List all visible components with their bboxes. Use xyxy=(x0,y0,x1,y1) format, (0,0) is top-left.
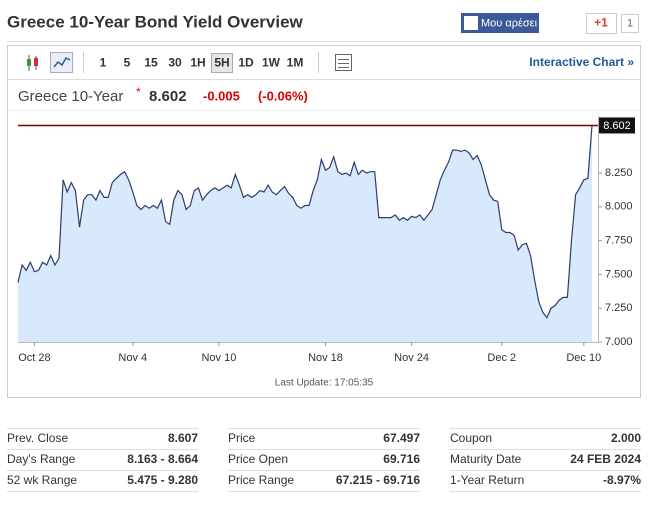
stat-value: 69.716 xyxy=(383,452,420,466)
stat-label: Day's Range xyxy=(7,452,76,466)
icon-box xyxy=(50,52,73,73)
like-label: Μου αρέσει xyxy=(481,17,538,29)
gplus-button[interactable]: +1 1 xyxy=(586,13,639,34)
quote-name: Greece 10-Year xyxy=(18,88,123,105)
candle-icon[interactable] xyxy=(27,55,38,71)
y-tick-label: 7.250 xyxy=(605,302,633,314)
icon-part xyxy=(34,58,38,66)
fb-icon xyxy=(464,16,478,30)
stat-label: Price Range xyxy=(228,473,294,487)
x-tick-label: Nov 10 xyxy=(201,352,236,364)
interval-button[interactable]: 1W xyxy=(262,56,281,70)
x-tick-label: Dec 10 xyxy=(566,352,601,364)
table-icon[interactable] xyxy=(335,54,352,71)
x-tick-label: Dec 2 xyxy=(487,352,516,364)
interval-button[interactable]: 1H xyxy=(190,56,205,70)
interval-button[interactable]: 1D xyxy=(238,56,254,70)
stat-value: 8.163 - 8.664 xyxy=(127,452,198,466)
current-label: 8.602 xyxy=(603,120,631,132)
interval-button[interactable]: 15 xyxy=(144,56,158,70)
gplus-label: +1 xyxy=(594,16,608,30)
quote-change-pct: (-0.06%) xyxy=(258,88,308,103)
interval-button[interactable]: 5H xyxy=(214,56,229,70)
interval-button[interactable]: 5 xyxy=(124,56,131,70)
interactive-link[interactable]: Interactive Chart » xyxy=(529,55,634,69)
stat-value: 24 FEB 2024 xyxy=(570,452,641,466)
stat-value: 67.497 xyxy=(383,431,420,445)
interval-active xyxy=(211,53,233,73)
like-bg xyxy=(461,13,539,33)
gplus-bg xyxy=(586,13,617,34)
icon-part xyxy=(27,59,31,66)
plot: Investing.com8.6027.0007.2507.5007.7508.… xyxy=(17,116,635,389)
y-tick-label: 7.750 xyxy=(605,235,633,247)
x-tick-label: Nov 4 xyxy=(118,352,147,364)
last-update: Last Update: 17:05:35 xyxy=(275,378,374,389)
page-title: Greece 10-Year Bond Yield Overview xyxy=(7,12,304,31)
x-tick-label: Nov 24 xyxy=(394,352,429,364)
y-tick-label: 8.250 xyxy=(605,167,633,179)
interval-button[interactable]: 1M xyxy=(287,56,304,70)
quote-star: * xyxy=(136,85,141,99)
stat-label: Maturity Date xyxy=(450,452,522,466)
quote-price: 8.602 xyxy=(149,88,187,105)
gplus-count-bg xyxy=(621,14,639,33)
x-tick-label: Oct 28 xyxy=(18,352,50,364)
stat-label: Coupon xyxy=(450,431,492,445)
stat-label: Price xyxy=(228,431,256,445)
y-tick-label: 8.000 xyxy=(605,201,633,213)
stat-value: -8.97% xyxy=(603,473,641,487)
stat-label: Price Open xyxy=(228,452,288,466)
stat-label: Prev. Close xyxy=(7,431,68,445)
interval-button[interactable]: 30 xyxy=(168,56,182,70)
y-tick-label: 7.500 xyxy=(605,268,633,280)
stat-value: 67.215 - 69.716 xyxy=(336,473,420,487)
stat-value: 8.607 xyxy=(168,431,198,445)
stat-label: 1-Year Return xyxy=(450,473,524,487)
x-tick-label: Nov 18 xyxy=(308,352,343,364)
quote-change: -0.005 xyxy=(203,88,240,103)
stat-label: 52 wk Range xyxy=(7,473,77,487)
like-button[interactable]: Μου αρέσει xyxy=(461,13,539,33)
y-tick-label: 7.000 xyxy=(605,336,633,348)
current-label-bg xyxy=(599,117,635,134)
stats-table: Prev. Close 8.607 Price 67.497 Coupon 2.000 Da… xyxy=(7,428,641,492)
stat-value: 5.475 - 9.280 xyxy=(127,473,198,487)
interval-button[interactable]: 1 xyxy=(100,56,107,70)
area-icon[interactable] xyxy=(50,52,73,73)
icon-box xyxy=(335,54,352,71)
line xyxy=(17,125,593,319)
area xyxy=(18,125,592,342)
stat-value: 2.000 xyxy=(611,431,641,445)
icon-line xyxy=(53,57,71,68)
gplus-count: 1 xyxy=(627,17,633,29)
